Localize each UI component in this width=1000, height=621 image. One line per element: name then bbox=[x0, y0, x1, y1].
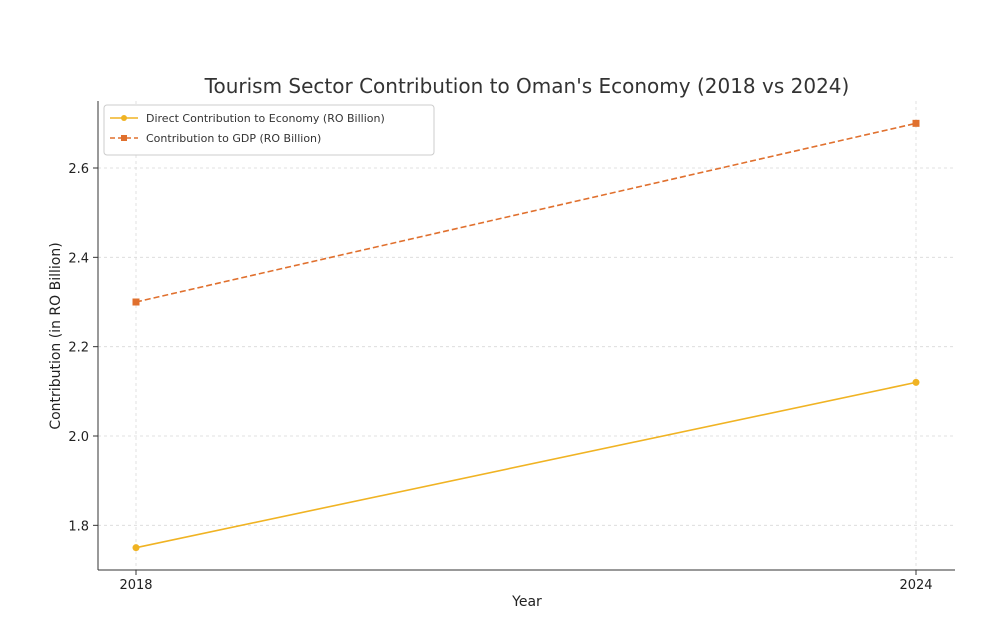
series-layer bbox=[132, 119, 920, 552]
ticks-layer: 1.8 2.0 2.2 2.4 2.6 2018 2024 bbox=[68, 162, 932, 593]
y-tick-label: 2.4 bbox=[68, 251, 89, 266]
y-tick-label: 1.8 bbox=[68, 519, 89, 534]
x-axis-label: Year bbox=[511, 594, 542, 610]
series-2-point bbox=[132, 298, 140, 306]
legend-swatch-marker bbox=[121, 135, 127, 141]
legend: Direct Contribution to Economy (RO Billi… bbox=[103, 104, 435, 156]
legend-swatch-marker bbox=[121, 115, 127, 121]
grid-layer bbox=[98, 101, 955, 570]
y-axis-label: Contribution (in RO Billion) bbox=[48, 242, 64, 429]
series-1-point bbox=[132, 544, 140, 552]
axes-layer bbox=[97, 101, 955, 571]
x-tick-label: 2024 bbox=[899, 578, 932, 593]
chart-title: Tourism Sector Contribution to Oman's Ec… bbox=[204, 74, 850, 98]
legend-entry-label: Contribution to GDP (RO Billion) bbox=[146, 132, 321, 145]
y-tick-label: 2.0 bbox=[68, 430, 89, 445]
series-1-point bbox=[912, 378, 920, 386]
series-1-line bbox=[135, 381, 917, 549]
x-tick-label: 2018 bbox=[119, 578, 152, 593]
legend-entry-label: Direct Contribution to Economy (RO Billi… bbox=[146, 112, 385, 125]
legend-box bbox=[103, 104, 435, 156]
y-tick-label: 2.6 bbox=[68, 162, 89, 177]
series-2-line bbox=[135, 122, 917, 303]
series-2-point bbox=[912, 119, 920, 127]
y-tick-label: 2.2 bbox=[68, 341, 89, 356]
